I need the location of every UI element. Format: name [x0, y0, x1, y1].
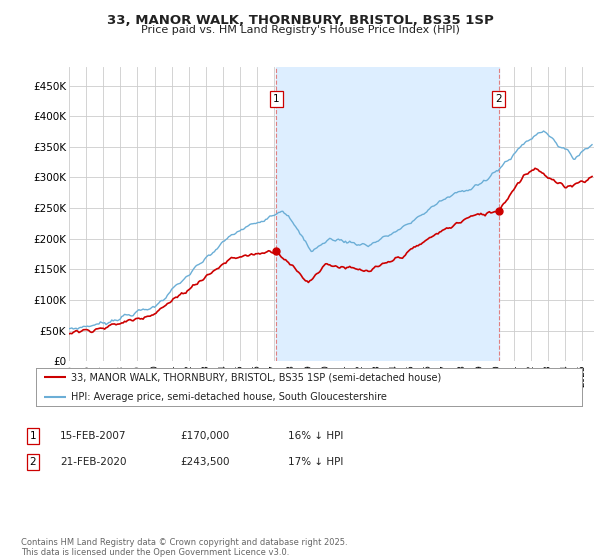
Text: 15-FEB-2007: 15-FEB-2007: [60, 431, 127, 441]
Text: 17% ↓ HPI: 17% ↓ HPI: [288, 457, 343, 467]
Text: £170,000: £170,000: [180, 431, 229, 441]
Text: 1: 1: [29, 431, 37, 441]
Text: Price paid vs. HM Land Registry's House Price Index (HPI): Price paid vs. HM Land Registry's House …: [140, 25, 460, 35]
Text: 2: 2: [496, 94, 502, 104]
Text: HPI: Average price, semi-detached house, South Gloucestershire: HPI: Average price, semi-detached house,…: [71, 392, 388, 402]
Text: 21-FEB-2020: 21-FEB-2020: [60, 457, 127, 467]
Text: £243,500: £243,500: [180, 457, 229, 467]
Text: 2: 2: [29, 457, 37, 467]
Bar: [276, 67, 499, 361]
Text: 1: 1: [273, 94, 280, 104]
Text: 33, MANOR WALK, THORNBURY, BRISTOL, BS35 1SP (semi-detached house): 33, MANOR WALK, THORNBURY, BRISTOL, BS35…: [71, 372, 442, 382]
Text: 16% ↓ HPI: 16% ↓ HPI: [288, 431, 343, 441]
Text: 33, MANOR WALK, THORNBURY, BRISTOL, BS35 1SP: 33, MANOR WALK, THORNBURY, BRISTOL, BS35…: [107, 14, 493, 27]
Text: Contains HM Land Registry data © Crown copyright and database right 2025.
This d: Contains HM Land Registry data © Crown c…: [21, 538, 347, 557]
